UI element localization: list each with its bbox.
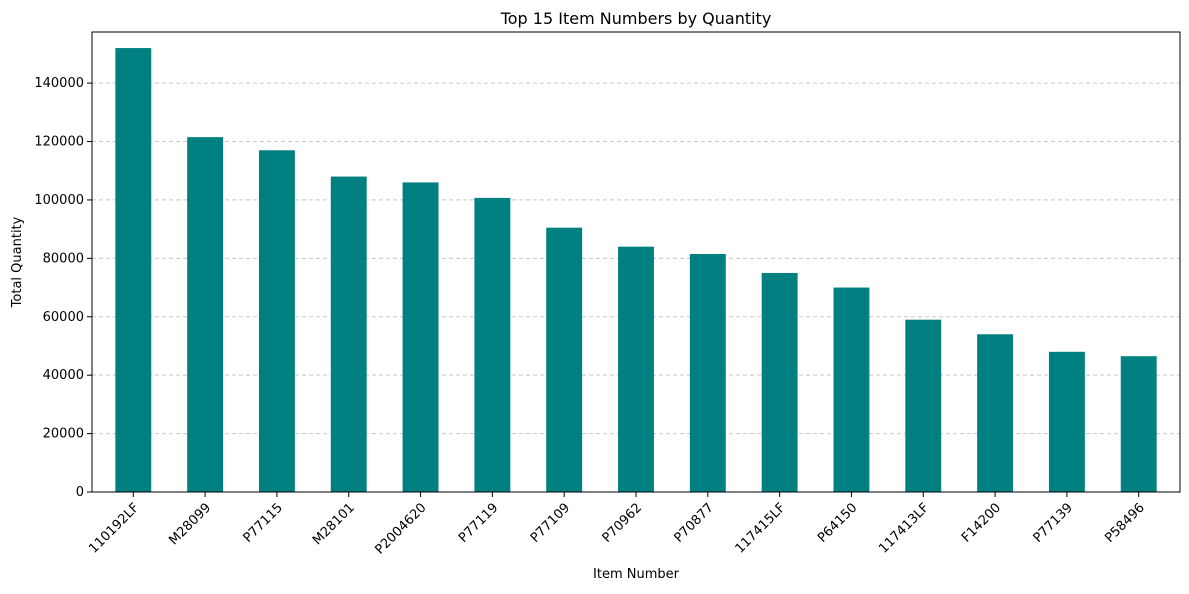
x-axis-label: Item Number [593, 567, 680, 582]
bar-f14200 [977, 334, 1014, 492]
y-axis: 0 20000 40000 60000 80000 100000 120000 140000 [34, 76, 92, 500]
x-tick-label: P77109 [528, 500, 573, 545]
x-tick-label: M28099 [166, 500, 214, 548]
x-tick-label: 117413LF [876, 500, 932, 556]
x-tick-label: P64150 [815, 500, 860, 545]
bar-m28101 [330, 176, 367, 493]
x-tick-label: P77115 [241, 500, 286, 545]
y-tick-label: 100000 [34, 193, 84, 208]
bar-p70962 [618, 246, 654, 492]
bar-110192lf [115, 48, 152, 493]
x-tick-label: F14200 [959, 500, 1004, 545]
x-tick-label: P70877 [671, 500, 716, 545]
bar-p77109 [546, 227, 583, 492]
y-tick-label: 120000 [34, 135, 84, 150]
x-tick-label: 110192LF [86, 500, 142, 556]
bar-p77115 [258, 150, 295, 493]
bar-p64150 [833, 287, 870, 492]
y-tick-label: 60000 [43, 310, 84, 325]
y-tick-label: 140000 [34, 76, 84, 91]
x-tick-label: P2004620 [373, 500, 430, 557]
bar-p2004620 [402, 182, 439, 492]
bars [115, 48, 1157, 493]
bar-p77119 [474, 197, 511, 492]
y-axis-label: Total Quantity [10, 216, 25, 308]
x-tick-label: P77119 [456, 500, 501, 545]
x-tick-label: 117415LF [733, 500, 789, 556]
bar-117413lf [905, 319, 942, 492]
y-tick-label: 0 [76, 485, 84, 500]
y-tick-label: 80000 [43, 251, 84, 266]
x-tick-label: P70962 [600, 500, 645, 545]
bar-p58496 [1120, 356, 1157, 492]
x-tick-label: P58496 [1102, 500, 1147, 545]
bar-117415lf [761, 272, 798, 492]
y-tick-label: 20000 [43, 427, 84, 442]
x-tick-label: P77139 [1031, 500, 1076, 545]
x-axis: 110192LF M28099 P77115 M28101 P2004620 P77119… [86, 492, 1148, 558]
y-tick-label: 40000 [43, 368, 84, 383]
x-tick-label: M28101 [310, 500, 358, 548]
chart-title: Top 15 Item Numbers by Quantity [500, 9, 772, 28]
bar-p77139 [1048, 351, 1085, 492]
bar-p70877 [689, 253, 726, 492]
bar-m28099 [187, 137, 224, 492]
